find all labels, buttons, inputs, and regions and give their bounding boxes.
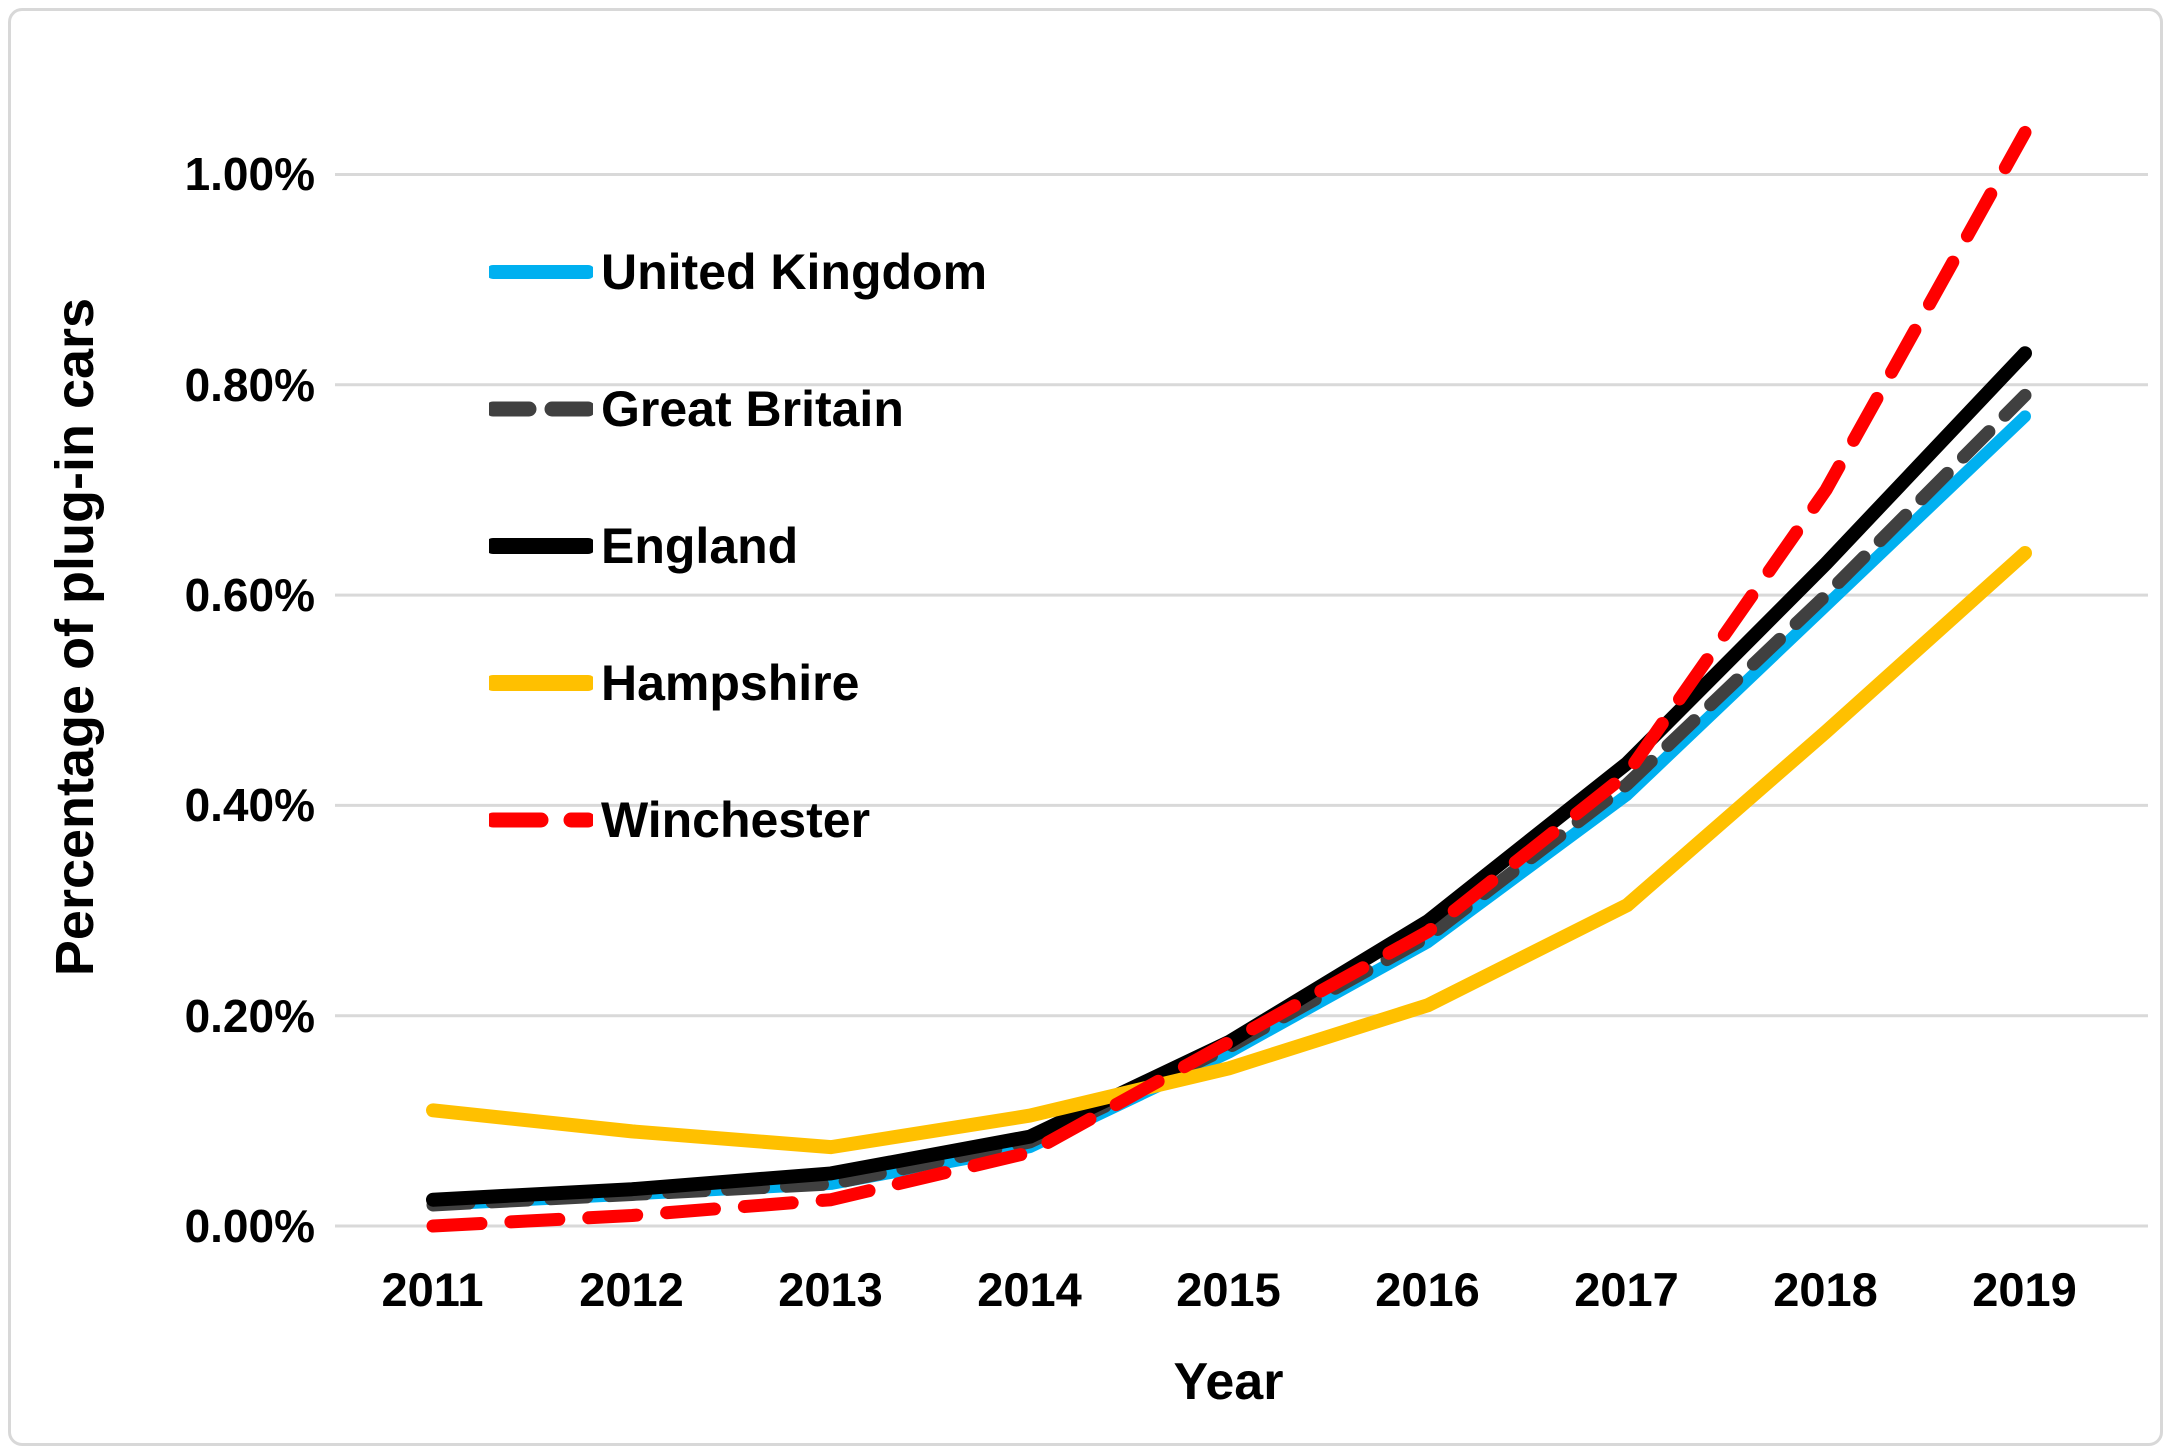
legend-item-england: England xyxy=(489,506,987,586)
y-tick-label: 0.40% xyxy=(184,779,315,831)
legend-swatch-line-icon xyxy=(489,538,593,554)
legend-label: Hampshire xyxy=(601,655,860,711)
y-tick-label: 1.00% xyxy=(184,148,315,200)
x-tick-label: 2013 xyxy=(778,1263,883,1316)
x-tick-label: 2016 xyxy=(1375,1263,1480,1316)
y-axis-title: Percentage of plug-in cars xyxy=(45,297,105,977)
x-tick-label: 2018 xyxy=(1773,1263,1878,1316)
chart-legend: United Kingdom Great Britain England Ham… xyxy=(489,232,987,917)
legend-swatch-line-icon xyxy=(489,401,593,417)
legend-swatch-line-icon xyxy=(489,675,593,691)
legend-swatch-line-icon xyxy=(489,265,593,279)
legend-label: Winchester xyxy=(601,792,871,848)
x-axis-tick-row: 2011 2012 2013 2014 2015 2016 2017 2018 … xyxy=(333,1262,2124,1317)
x-tick-label: 2011 xyxy=(381,1263,484,1316)
y-tick-label: 0.20% xyxy=(184,990,315,1042)
x-axis-title: Year xyxy=(1173,1353,1284,1411)
x-tick-label: 2019 xyxy=(1972,1263,2077,1316)
legend-label: United Kingdom xyxy=(601,244,988,300)
legend-label: Great Britain xyxy=(601,381,904,437)
legend-swatch-line-icon xyxy=(489,812,593,828)
x-tick-label: 2017 xyxy=(1574,1263,1679,1316)
y-tick-label: 0.80% xyxy=(184,359,315,411)
legend-label: England xyxy=(601,518,799,574)
series-line-hampshire xyxy=(426,546,2032,1155)
series-line-winchester xyxy=(426,125,2032,1233)
x-tick-label: 2012 xyxy=(579,1263,684,1316)
legend-item-hampshire: Hampshire xyxy=(489,643,987,723)
y-tick-label: 0.60% xyxy=(184,569,315,621)
legend-item-winchester: Winchester xyxy=(489,780,987,860)
legend-item-great-britain: Great Britain xyxy=(489,369,987,449)
x-tick-label: 2015 xyxy=(1176,1263,1281,1316)
legend-item-united-kingdom: United Kingdom xyxy=(489,232,987,312)
x-tick-label: 2014 xyxy=(977,1263,1082,1316)
y-tick-label: 0.00% xyxy=(184,1200,315,1252)
